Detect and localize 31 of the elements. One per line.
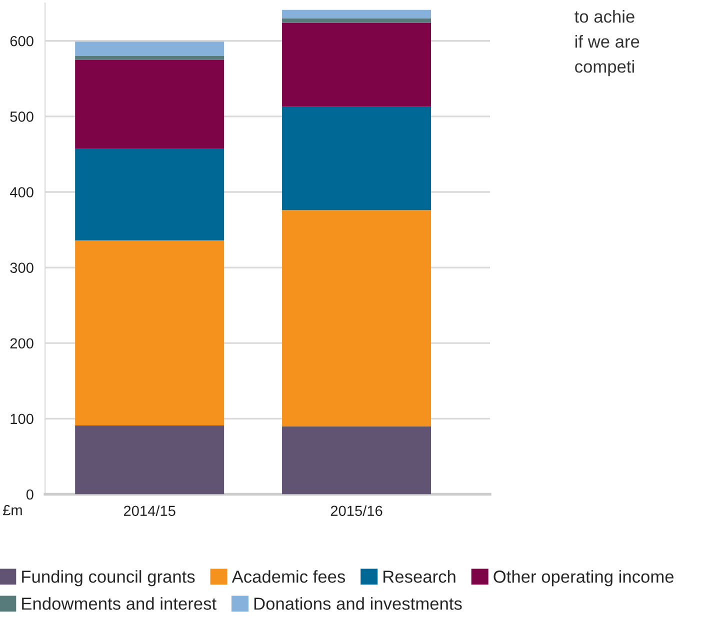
y-tick-label: 100 — [10, 414, 34, 424]
bar — [282, 426, 432, 494]
bar — [282, 22, 432, 107]
y-tick-label: 400 — [10, 187, 34, 198]
bar — [75, 60, 224, 149]
bar — [282, 106, 432, 210]
y-axis-title: £m — [2, 504, 22, 516]
bar — [75, 425, 224, 494]
bar — [75, 240, 224, 426]
legend-label: Academic fees — [232, 570, 346, 583]
legend-label: Donations and investments — [254, 597, 462, 610]
legend-label: Research — [384, 570, 456, 583]
y-tick-label: 0 — [26, 489, 34, 500]
bar — [282, 210, 432, 426]
y-tick-label: 600 — [10, 36, 34, 46]
bar — [75, 42, 224, 56]
bar — [282, 10, 432, 18]
legend-label: Other operating income — [494, 570, 674, 586]
x-tick-label: 2015/16 — [330, 505, 382, 516]
bar — [75, 56, 224, 60]
bar — [75, 148, 224, 240]
bar — [282, 18, 432, 23]
text: to achie — [574, 10, 634, 23]
text: competi — [575, 60, 634, 76]
y-tick-label: 200 — [10, 338, 34, 349]
text: if we are — [575, 35, 640, 48]
x-tick-label: 2014/15 — [124, 505, 176, 516]
legend-label: Endowments and interest — [22, 597, 216, 610]
y-tick-label: 300 — [10, 262, 34, 273]
y-tick-label: 500 — [10, 112, 34, 122]
legend-label: Funding council grants — [22, 570, 195, 586]
